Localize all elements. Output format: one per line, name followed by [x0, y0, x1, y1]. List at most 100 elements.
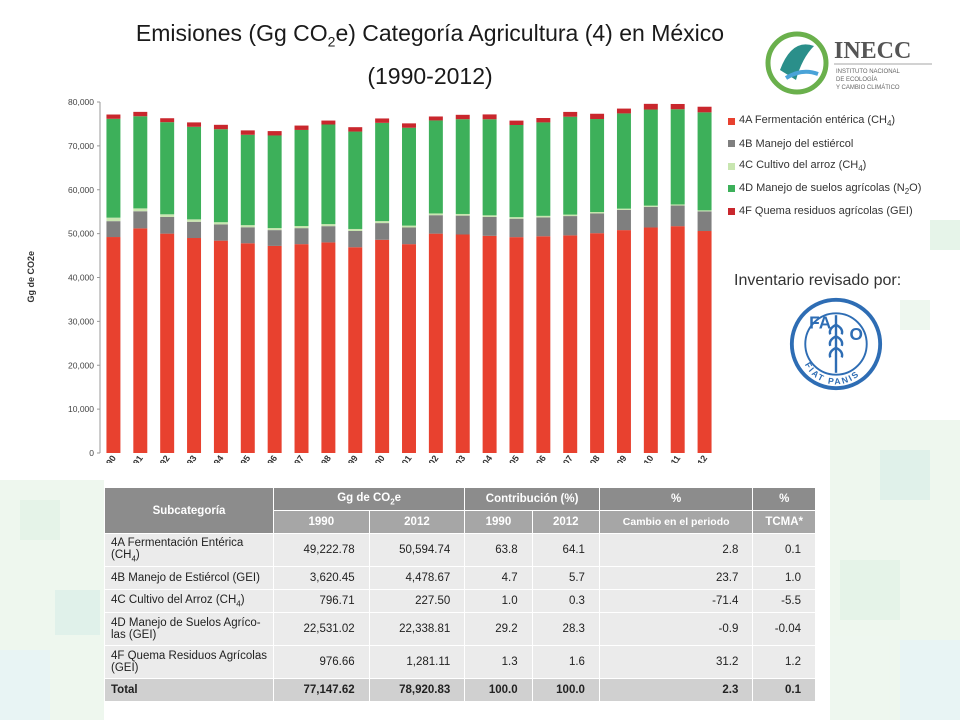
bar-series	[106, 103, 712, 453]
x-tick-label: 1996	[260, 453, 280, 463]
bar-segment-4C-1994	[213, 222, 228, 225]
cell-gg-2012: 78,920.83	[368, 678, 466, 702]
bar-segment-4C-2012	[697, 210, 712, 212]
bar-segment-4C-1997	[294, 226, 309, 229]
x-tick-label: 2004	[475, 453, 495, 463]
bar-segment-4C-1995	[240, 225, 255, 228]
x-tick-label: 1990	[98, 453, 118, 463]
cell-gg-2012: 4,478.67	[368, 566, 466, 590]
y-tick-label: 70,000	[68, 141, 94, 151]
inecc-logo: INECC INSTITUTO NACIONAL DE ECOLOGÍA Y C…	[765, 31, 932, 95]
bar-segment-4B-2008	[590, 213, 605, 234]
x-tick-label: 2000	[367, 453, 387, 463]
row-label: 4B Manejo de Estiércol (GEI)	[104, 566, 274, 590]
bar-segment-4C-2011	[670, 204, 685, 206]
bar-segment-4F-1998	[321, 120, 336, 125]
legend-swatch	[728, 162, 735, 170]
bar-segment-4C-1990	[106, 217, 121, 222]
bar-segment-4B-2010	[643, 206, 658, 228]
bar-segment-4D-2005	[509, 124, 524, 218]
cell-cambio: 2.8	[598, 533, 754, 567]
bar-segment-4A-1998	[321, 242, 336, 453]
col-cambio: Cambio en el periodo	[598, 510, 754, 534]
cell-contrib-2012: 1.6	[531, 645, 600, 679]
bar-segment-4A-1991	[133, 228, 148, 453]
bar-segment-4A-1995	[240, 243, 255, 453]
bar-segment-4D-2011	[670, 109, 685, 205]
stacked-bar-chart: Gg de CO2e 0 10,000 20,000 30,000 40,000 50,0…	[26, 97, 712, 463]
bar-segment-4D-1992	[160, 122, 175, 215]
col-contribucion: Contribución (%)	[464, 487, 600, 511]
bar-segment-4B-2012	[697, 211, 712, 232]
x-tick-label: 2002	[421, 453, 441, 463]
bar-segment-4B-1995	[240, 227, 255, 244]
bar-segment-4B-1991	[133, 211, 148, 229]
bar-segment-4D-2010	[643, 109, 658, 206]
y-tick-label: 30,000	[68, 316, 94, 326]
fao-logo-letter-o: O	[849, 324, 862, 344]
legend-label: 4A Fermentación entérica (CH4)	[739, 114, 896, 129]
cell-gg-1990: 796.71	[273, 589, 370, 613]
bar-segment-4A-2005	[509, 237, 524, 453]
inecc-logo-text1: INSTITUTO NACIONAL	[836, 69, 901, 75]
legend-item-4D: 4D Manejo de suelos agrícolas (N2O)	[728, 178, 921, 201]
bar-segment-4A-1999	[348, 247, 363, 453]
y-tick-label: 50,000	[68, 229, 94, 239]
wheat-icon	[828, 315, 844, 373]
y-axis-label: Gg de CO2e	[26, 251, 36, 303]
fao-logo: FA O FIAT PANIS	[789, 297, 883, 391]
bar-segment-4A-2002	[428, 233, 443, 453]
bar-segment-4D-1995	[240, 134, 255, 226]
cell-contrib-1990: 1.3	[464, 645, 533, 679]
col-contrib-1990: 1990	[464, 510, 533, 534]
row-label: 4D Manejo de Suelos Agríco-las (GEI)	[104, 612, 274, 646]
cell-contrib-1990: 63.8	[464, 533, 533, 567]
bar-segment-4B-1997	[294, 228, 309, 245]
bar-segment-4A-1993	[187, 238, 202, 453]
legend-item-4F: 4F Quema residuos agrícolas (GEI)	[728, 200, 921, 223]
bar-segment-4D-2003	[455, 119, 470, 214]
bar-segment-4C-2006	[536, 215, 551, 218]
inecc-logo-wave	[784, 69, 819, 80]
bar-segment-4D-1996	[267, 135, 282, 229]
inecc-logo-wordmark: INECC	[834, 38, 911, 64]
x-tick-label: 2003	[448, 453, 468, 463]
bar-segment-4C-1999	[348, 228, 363, 231]
bar-segment-4D-1997	[294, 129, 309, 227]
col-gg-2012: 2012	[368, 510, 466, 534]
bar-segment-4C-1996	[267, 228, 282, 231]
y-tick-label: 0	[89, 448, 94, 458]
col-gg-1990: 1990	[273, 510, 370, 534]
inecc-logo-leaf	[780, 44, 814, 80]
bar-segment-4B-2005	[509, 218, 524, 238]
cell-contrib-2012: 100.0	[531, 678, 600, 702]
bar-segment-4D-2001	[402, 127, 416, 226]
cell-contrib-1990: 4.7	[464, 566, 533, 590]
cell-gg-2012: 50,594.74	[368, 533, 466, 567]
col-contrib-2012: 2012	[531, 510, 600, 534]
cell-gg-2012: 22,338.81	[368, 612, 466, 646]
title-line2: (1990-2012)	[367, 62, 493, 89]
col-gg-post: e	[394, 491, 402, 504]
bar-segment-4F-2008	[590, 113, 605, 120]
bar-segment-4A-2008	[590, 233, 605, 453]
y-axis-ticks: 0 10,000 20,000 30,000 40,000 50,000 60,000 70,…	[68, 97, 100, 458]
bar-segment-4D-1990	[106, 118, 121, 218]
x-tick-label: 2005	[501, 453, 521, 463]
x-tick-label: 1992	[152, 453, 172, 463]
bar-segment-4F-2009	[616, 108, 631, 114]
col-pct-cambio: %	[598, 487, 754, 511]
col-gg-pre: Gg de CO	[337, 491, 391, 504]
cell-gg-1990: 3,620.45	[273, 566, 370, 590]
bar-segment-4D-1994	[213, 129, 228, 223]
inecc-logo-text2: DE ECOLOGÍA	[836, 76, 877, 83]
bar-segment-4D-1998	[321, 124, 336, 225]
row-label: Total	[104, 678, 274, 702]
table-row: 4F Quema Residuos Agrícolas (GEI) 976.66 …	[104, 645, 816, 679]
bar-segment-4B-2002	[428, 215, 443, 234]
bar-segment-4C-2010	[643, 205, 658, 207]
bar-segment-4A-1997	[294, 244, 309, 453]
bar-segment-4F-1995	[240, 130, 255, 135]
bar-segment-4D-1999	[348, 131, 363, 229]
bar-segment-4C-1998	[321, 224, 336, 227]
